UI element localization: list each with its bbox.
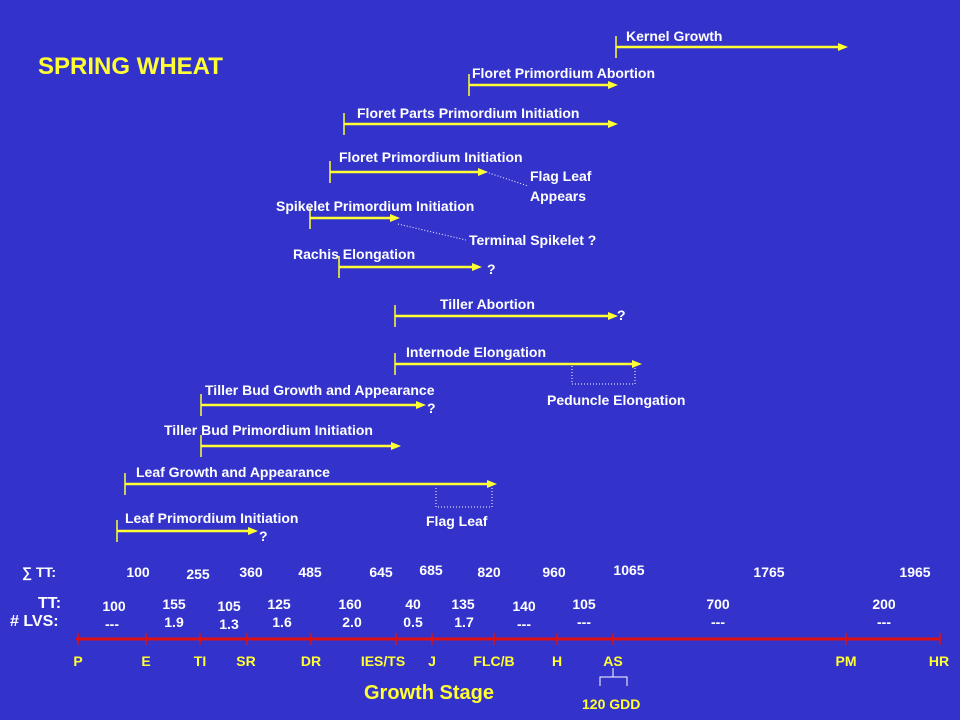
peduncle-elongation-bracket bbox=[571, 366, 636, 385]
process-arrowhead bbox=[608, 120, 618, 128]
stage-label-j: J bbox=[428, 653, 436, 669]
interval-tt-value: 125 bbox=[267, 596, 291, 612]
process-label-tiller-bud-primordium: Tiller Bud Primordium Initiation bbox=[164, 422, 373, 438]
process-label-leaf-primordium: Leaf Primordium Initiation bbox=[125, 510, 299, 526]
stage-label-ies-ts: IES/TS bbox=[360, 653, 406, 669]
stage-label-flc-b: FLC/B bbox=[473, 653, 515, 669]
process-arrowhead bbox=[608, 81, 618, 89]
interval-tt-label: TT: bbox=[38, 595, 62, 612]
cumulative-tt-value: 960 bbox=[542, 564, 566, 580]
cumulative-tt-value: 1965 bbox=[899, 564, 931, 580]
interval-tt-value: 700 bbox=[706, 596, 730, 612]
stage-label-sr: SR bbox=[236, 653, 256, 669]
stage-label-hr: HR bbox=[928, 653, 950, 669]
stage-label-dr: DR bbox=[300, 653, 322, 669]
process-label-tiller-bud-growth: Tiller Bud Growth and Appearance bbox=[205, 382, 435, 398]
stage-label-p: P bbox=[73, 653, 83, 669]
leaves-value: 1.7 bbox=[454, 614, 474, 630]
gdd-note: 120 GDD bbox=[582, 696, 641, 712]
interval-tt-value: 40 bbox=[405, 596, 421, 612]
cumulative-tt-value: 1065 bbox=[613, 562, 645, 578]
interval-tt-value: 105 bbox=[572, 596, 596, 612]
interval-tt-value: 100 bbox=[102, 598, 126, 614]
process-arrowhead bbox=[248, 527, 258, 535]
process-arrowhead bbox=[838, 43, 848, 51]
callout-terminal-spikelet: Terminal Spikelet ? bbox=[469, 232, 597, 248]
cumulative-tt-value: 685 bbox=[419, 562, 443, 578]
leaves-value: --- bbox=[105, 616, 119, 632]
leaves-value: 1.9 bbox=[164, 614, 184, 630]
interval-tt-value: 160 bbox=[338, 596, 362, 612]
callout-flag-leaf-appears-line1: Flag Leaf bbox=[530, 168, 592, 184]
cumulative-tt-value: 360 bbox=[239, 564, 263, 580]
process-label-tiller-abortion: Tiller Abortion bbox=[440, 296, 535, 312]
process-label-floret-parts-primordium-initiation: Floret Parts Primordium Initiation bbox=[357, 105, 580, 121]
process-label-kernel-growth: Kernel Growth bbox=[626, 28, 723, 44]
cumulative-tt-value: 820 bbox=[477, 564, 501, 580]
process-label-leaf-growth: Leaf Growth and Appearance bbox=[136, 464, 330, 480]
interval-tt-value: 155 bbox=[162, 596, 186, 612]
stage-label-as: AS bbox=[603, 653, 623, 669]
process-arrowhead bbox=[608, 312, 618, 320]
diagram-title: SPRING WHEAT bbox=[38, 53, 223, 80]
leaves-value: --- bbox=[517, 616, 531, 632]
callout-peduncle-elongation: Peduncle Elongation bbox=[547, 392, 686, 408]
interval-tt-value: 105 bbox=[217, 598, 241, 614]
cumulative-tt-value: 255 bbox=[186, 566, 210, 582]
leaves-value: --- bbox=[877, 614, 891, 630]
stage-label-ti: TI bbox=[193, 653, 207, 669]
interval-tt-value: 140 bbox=[512, 598, 536, 614]
process-arrowhead bbox=[472, 263, 482, 271]
leaf-primordium-question-mark: ? bbox=[259, 528, 268, 544]
cumulative-tt-value: 100 bbox=[126, 564, 150, 580]
cumulative-tt-value: 1765 bbox=[753, 564, 785, 580]
leaves-value: 0.5 bbox=[403, 614, 423, 630]
callout-flag-leaf-appears-line2: Appears bbox=[530, 188, 587, 204]
axis-title: Growth Stage bbox=[364, 682, 495, 704]
rachis-question-mark: ? bbox=[487, 261, 496, 277]
callout-flag-leaf: Flag Leaf bbox=[426, 513, 488, 529]
process-arrowhead bbox=[478, 168, 488, 176]
cumulative-tt-value: 485 bbox=[298, 564, 322, 580]
process-arrowhead bbox=[390, 214, 400, 222]
process-label-spikelet-primordium-initiation: Spikelet Primordium Initiation bbox=[276, 198, 475, 214]
leaves-value: 1.3 bbox=[219, 616, 239, 632]
tiller-abortion-question-mark: ? bbox=[617, 307, 626, 323]
leaves-value: 1.6 bbox=[272, 614, 292, 630]
leaves-value: --- bbox=[711, 614, 725, 630]
process-label-floret-primordium-abortion: Floret Primordium Abortion bbox=[472, 65, 656, 81]
stage-label-e: E bbox=[141, 653, 151, 669]
flag-leaf-bracket bbox=[435, 488, 493, 508]
process-arrowhead bbox=[487, 480, 497, 488]
interval-tt-value: 200 bbox=[872, 596, 896, 612]
process-label-rachis-elongation: Rachis Elongation bbox=[293, 246, 416, 262]
interval-tt-value: 135 bbox=[451, 596, 475, 612]
terminal-spikelet-connector bbox=[397, 223, 467, 241]
leaves-value: 2.0 bbox=[342, 614, 362, 630]
leaves-label: # LVS: bbox=[10, 613, 59, 630]
gdd-bracket bbox=[599, 676, 628, 686]
cumulative-tt-value: 645 bbox=[369, 564, 393, 580]
process-arrowhead bbox=[632, 360, 642, 368]
stage-label-h: H bbox=[551, 653, 563, 669]
cumulative-tt-label: ∑ TT: bbox=[22, 564, 57, 580]
process-label-internode-elongation: Internode Elongation bbox=[406, 344, 546, 360]
tiller-bud-growth-question-mark: ? bbox=[427, 400, 436, 416]
stage-label-pm: PM bbox=[835, 653, 857, 669]
process-arrowhead bbox=[416, 401, 426, 409]
process-arrowhead bbox=[391, 442, 401, 450]
process-label-floret-primordium-initiation: Floret Primordium Initiation bbox=[339, 149, 523, 165]
leaves-value: --- bbox=[577, 614, 591, 630]
flag-leaf-appears-connector bbox=[485, 171, 529, 187]
